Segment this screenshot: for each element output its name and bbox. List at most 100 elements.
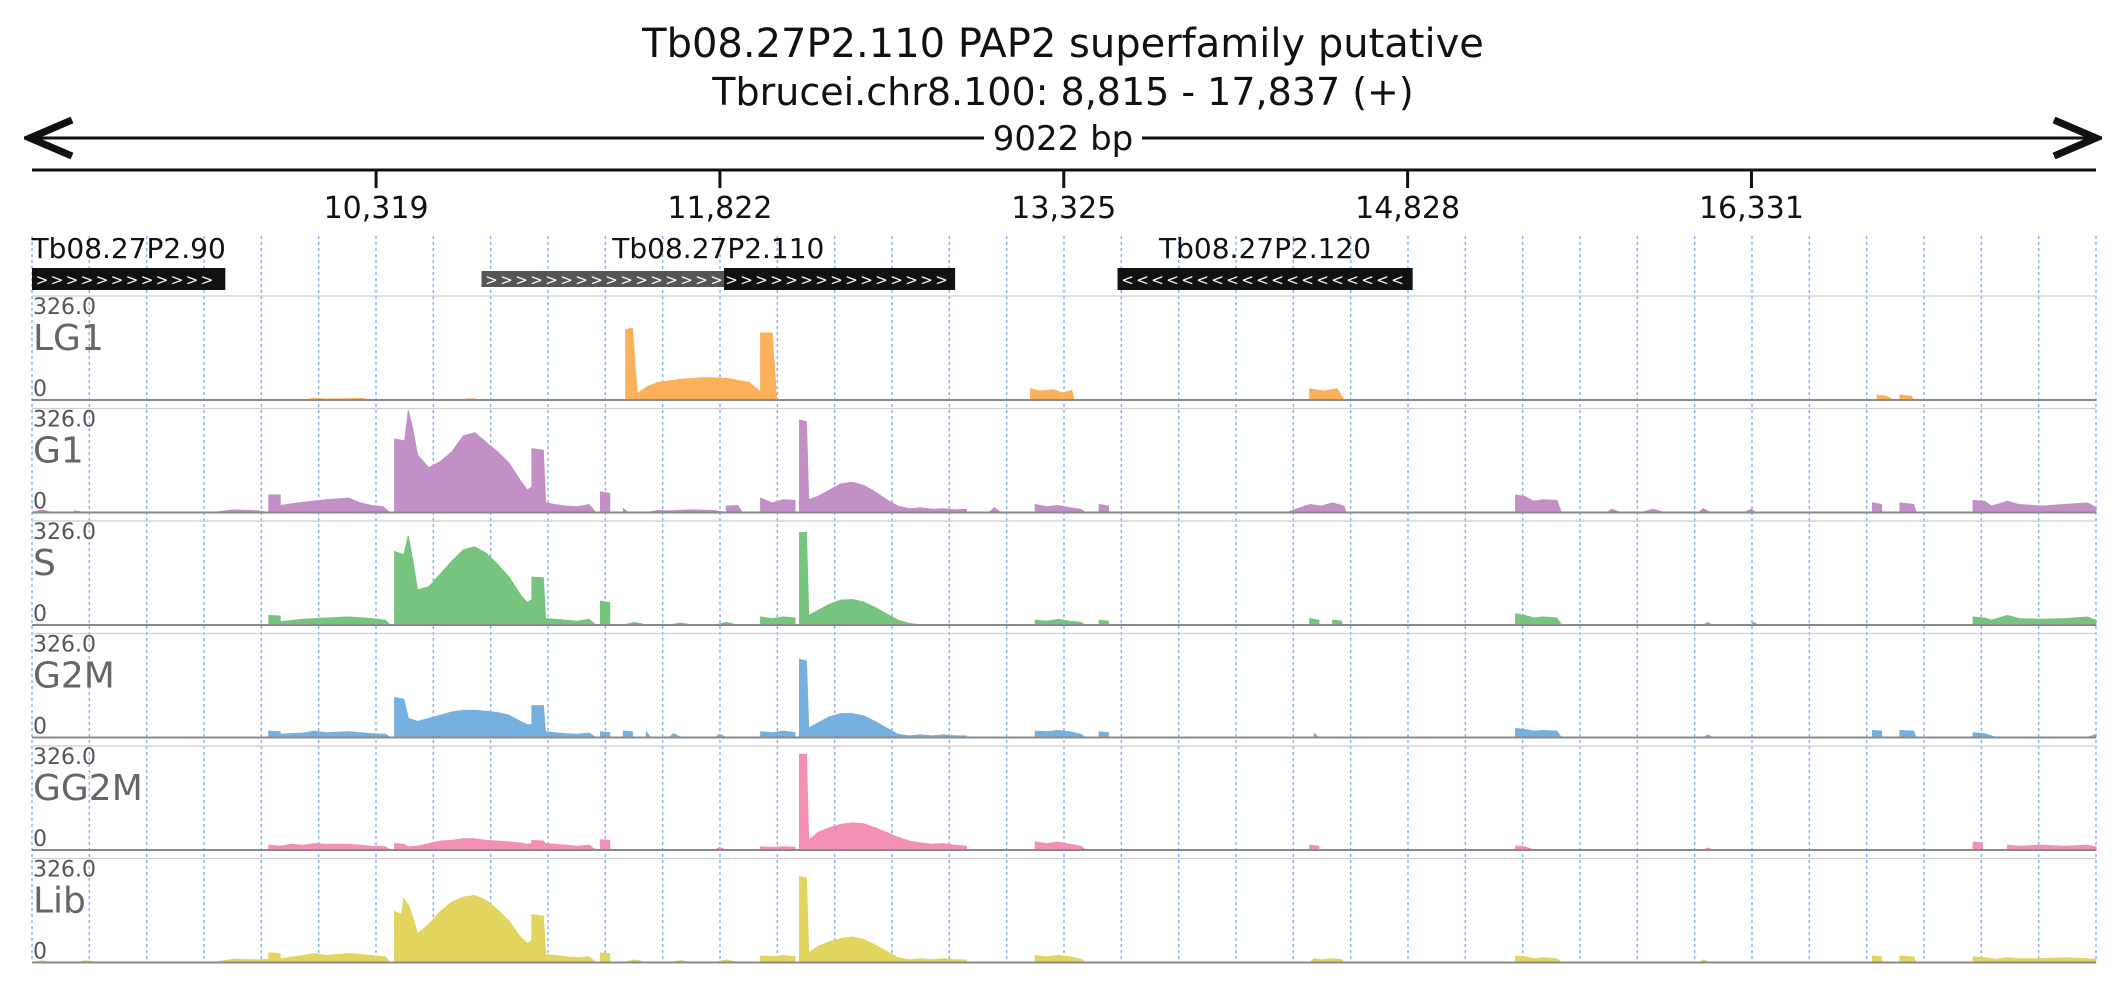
strand-chevron: > [905,271,918,289]
coverage-track-s: 326.0 0 S [32,520,2097,627]
strand-chevron: > [186,271,199,289]
strand-chevron: > [111,271,124,289]
strand-chevron: > [66,271,79,289]
ruler-tick-label: 11,822 [667,191,772,226]
strand-chevron: > [545,271,558,289]
coverage-track-gg2m: 326.0 0 GG2M [32,745,2097,852]
strand-chevron: > [635,271,648,289]
strand-chevron: < [1196,271,1209,289]
strand-chevron: < [1226,271,1239,289]
strand-chevron: > [36,271,49,289]
track-name: GG2M [33,768,143,809]
y-min-label: 0 [33,827,47,852]
ruler-tick-label: 16,331 [1699,191,1804,226]
strand-chevron: > [860,271,873,289]
y-max-label: 326.0 [33,520,96,545]
strand-chevron: > [785,271,798,289]
strand-chevron: < [1286,271,1299,289]
strand-chevron: > [81,271,94,289]
strand-chevron: > [171,271,184,289]
y-min-label: 0 [33,490,47,515]
gene-Tb08.27P2.90: Tb08.27P2.90> > > > > > > > > > > > [31,232,226,290]
coverage-track-lg1: 326.0 0 LG1 [32,295,2096,402]
track-name: G1 [33,431,84,472]
strand-chevron: > [575,271,588,289]
strand-chevron: > [620,271,633,289]
strand-chevron: > [665,271,678,289]
strand-chevron: < [1256,271,1269,289]
gene-title: Tb08.27P2.110 PAP2 superfamily putative [642,21,1484,67]
gene-Tb08.27P2.120: Tb08.27P2.120< < < < < < < < < < < < < < < < < < < [1117,232,1413,290]
ruler-tick-label: 14,828 [1355,191,1460,226]
y-max-label: 326.0 [33,633,96,658]
strand-chevron: > [710,271,723,289]
strand-chevron: < [1271,271,1284,289]
strand-chevron: < [1361,271,1374,289]
strand-chevron: > [500,271,513,289]
strand-chevron: > [875,271,888,289]
track-name: LG1 [33,318,104,359]
strand-chevron: > [156,271,169,289]
gene-Tb08.27P2.110: Tb08.27P2.110> > > > > > > > > > > > > > > > > > > > > > > > > > >… [481,232,956,290]
y-min-label: 0 [33,715,47,740]
gene-label: Tb08.27P2.120 [1158,232,1371,265]
ruler-tick-label: 13,325 [1011,191,1116,226]
strand-chevron: < [1241,271,1254,289]
strand-chevron: < [1316,271,1329,289]
strand-chevron: > [800,271,813,289]
coordinate-ruler: 10,319 11,822 13,325 14,828 16,331 [32,168,2096,226]
coverage-track-g1: 326.0 0 G1 [31,408,2097,515]
coverage-track-g2m: 326.0 0 G2M [32,633,2097,740]
strand-chevron: > [126,271,139,289]
strand-chevron: > [815,271,828,289]
strand-chevron: > [515,271,528,289]
coverage-tracks: 326.00LG1326.00G1326.00S326.00G2M326.00G… [31,295,2097,965]
strand-chevron: > [51,271,64,289]
strand-chevron: > [485,271,498,289]
gene-cds-block [1117,268,1413,290]
strand-chevron: > [920,271,933,289]
y-min-label: 0 [33,377,47,402]
strand-chevron: > [650,271,663,289]
strand-chevron: > [725,271,738,289]
strand-chevron: > [830,271,843,289]
strand-chevron: > [680,271,693,289]
strand-chevron: < [1331,271,1344,289]
coverage-area [31,410,2097,514]
strand-chevron: < [1181,271,1194,289]
coverage-area [31,875,2097,963]
gene-track: Tb08.27P2.90> > > > > > > > > > > >Tb08.27P2.110> > >… [31,232,1413,290]
strand-chevron: < [1151,271,1164,289]
strand-chevron: < [1211,271,1224,289]
track-name: G2M [33,656,115,697]
y-max-label: 326.0 [33,745,96,770]
y-max-label: 326.0 [33,295,96,320]
strand-chevron: > [530,271,543,289]
strand-chevron: < [1136,271,1149,289]
strand-chevron: > [890,271,903,289]
strand-chevron: < [1391,271,1404,289]
strand-chevron: > [740,271,753,289]
ruler-tick-label: 10,319 [324,191,429,226]
strand-chevron: < [1301,271,1314,289]
strand-chevron: > [201,271,214,289]
track-name: Lib [33,881,86,922]
track-name: S [33,543,56,584]
coverage-track-lib: 326.0 0 Lib [31,858,2097,965]
span-label: 9022 bp [993,119,1134,159]
gene-cds-block [32,268,226,290]
y-max-label: 326.0 [33,858,96,883]
strand-chevron: > [770,271,783,289]
strand-chevron: > [755,271,768,289]
span-indicator: 9022 bp [30,119,2096,159]
strand-chevron: > [141,271,154,289]
strand-chevron: < [1346,271,1359,289]
y-min-label: 0 [33,602,47,627]
gene-utr-block [481,271,725,287]
strand-chevron: < [1121,271,1134,289]
strand-chevron: > [695,271,708,289]
gene-label: Tb08.27P2.110 [611,232,824,265]
strand-chevron: > [845,271,858,289]
